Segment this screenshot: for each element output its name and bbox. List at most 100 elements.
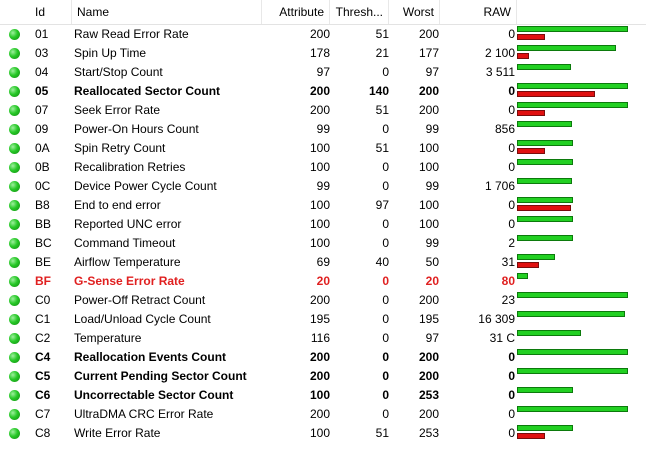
worst-value: 177 — [418, 46, 439, 60]
attribute-value: 200 — [309, 350, 330, 364]
threshold-value: 0 — [382, 65, 389, 79]
status-ok-icon — [9, 67, 20, 78]
attribute-name: End to end error — [74, 198, 161, 212]
table-row[interactable]: BC Command Timeout 100 0 99 2 — [0, 234, 646, 253]
attribute-id: BC — [35, 236, 52, 250]
attribute-level-bar — [517, 425, 573, 431]
threshold-value: 0 — [382, 122, 389, 136]
table-row[interactable]: BB Reported UNC error 100 0 100 0 — [0, 215, 646, 234]
attribute-value: 100 — [309, 388, 330, 402]
status-ok-icon — [9, 219, 20, 230]
threshold-level-bar — [517, 91, 595, 97]
status-ok-icon — [9, 48, 20, 59]
attribute-name: Device Power Cycle Count — [74, 179, 217, 193]
threshold-value: 140 — [368, 84, 389, 98]
attribute-value: 97 — [316, 65, 330, 79]
column-header-raw[interactable]: RAW — [440, 0, 517, 24]
table-row[interactable]: C8 Write Error Rate 100 51 253 0 — [0, 424, 646, 443]
attribute-name: Command Timeout — [74, 236, 176, 250]
table-row[interactable]: C2 Temperature 116 0 97 31 C — [0, 329, 646, 348]
table-row[interactable]: B8 End to end error 100 97 100 0 — [0, 196, 646, 215]
attribute-value: 200 — [309, 369, 330, 383]
status-ok-icon — [9, 371, 20, 382]
threshold-value: 51 — [375, 103, 389, 117]
threshold-value: 0 — [382, 293, 389, 307]
attribute-level-bar — [517, 26, 628, 32]
table-row[interactable]: BF G-Sense Error Rate 20 0 20 80 — [0, 272, 646, 291]
column-header-worst[interactable]: Worst — [389, 0, 440, 24]
raw-value: 3 511 — [485, 65, 515, 79]
status-ok-icon — [9, 352, 20, 363]
attribute-id: C1 — [35, 312, 51, 326]
table-row[interactable]: 09 Power-On Hours Count 99 0 99 856 — [0, 120, 646, 139]
threshold-value: 51 — [375, 426, 389, 440]
threshold-level-bar — [517, 110, 545, 116]
attribute-level-bar — [517, 292, 628, 298]
threshold-value: 0 — [382, 274, 389, 288]
threshold-value: 0 — [382, 369, 389, 383]
table-row[interactable]: C6 Uncorrectable Sector Count 100 0 253 0 — [0, 386, 646, 405]
table-row[interactable]: 07 Seek Error Rate 200 51 200 0 — [0, 101, 646, 120]
column-header-threshold[interactable]: Thresh... — [330, 0, 389, 24]
column-header-id[interactable]: Id — [30, 0, 72, 24]
worst-value: 100 — [418, 217, 439, 231]
attribute-name: Seek Error Rate — [74, 103, 161, 117]
worst-value: 99 — [425, 236, 439, 250]
status-ok-icon — [9, 428, 20, 439]
attribute-name: Spin Retry Count — [74, 141, 166, 155]
attribute-value: 178 — [309, 46, 330, 60]
attribute-level-bar — [517, 273, 528, 279]
worst-value: 200 — [418, 84, 439, 98]
table-row[interactable]: C1 Load/Unload Cycle Count 195 0 195 16 309 — [0, 310, 646, 329]
attribute-value: 99 — [316, 122, 330, 136]
table-row[interactable]: C7 UltraDMA CRC Error Rate 200 0 200 0 — [0, 405, 646, 424]
attribute-value: 200 — [309, 84, 330, 98]
attribute-level-bar — [517, 45, 616, 51]
attribute-name: UltraDMA CRC Error Rate — [74, 407, 214, 421]
status-ok-icon — [9, 181, 20, 192]
attribute-value: 69 — [316, 255, 330, 269]
attribute-name: Recalibration Retries — [74, 160, 186, 174]
table-row[interactable]: 04 Start/Stop Count 97 0 97 3 511 — [0, 63, 646, 82]
attribute-level-bar — [517, 102, 628, 108]
column-header-name[interactable]: Name — [72, 0, 262, 24]
attribute-level-bar — [517, 216, 573, 222]
table-row[interactable]: BE Airflow Temperature 69 40 50 31 — [0, 253, 646, 272]
table-row[interactable]: C4 Reallocation Events Count 200 0 200 0 — [0, 348, 646, 367]
attribute-value: 100 — [309, 236, 330, 250]
table-row[interactable]: 0A Spin Retry Count 100 51 100 0 — [0, 139, 646, 158]
attribute-id: 01 — [35, 27, 49, 41]
status-ok-icon — [9, 314, 20, 325]
attribute-id: BF — [35, 274, 51, 288]
raw-value: 0 — [508, 141, 515, 155]
attribute-id: 04 — [35, 65, 49, 79]
attribute-level-bar — [517, 197, 573, 203]
status-ok-icon — [9, 238, 20, 249]
table-row[interactable]: 05 Reallocated Sector Count 200 140 200 0 — [0, 82, 646, 101]
attribute-name: Power-Off Retract Count — [74, 293, 206, 307]
raw-value: 1 706 — [484, 179, 515, 193]
worst-value: 99 — [425, 179, 439, 193]
threshold-level-bar — [517, 148, 545, 154]
table-row[interactable]: 03 Spin Up Time 178 21 177 2 100 — [0, 44, 646, 63]
attribute-value: 20 — [316, 274, 330, 288]
raw-value: 0 — [508, 369, 515, 383]
attribute-value: 195 — [309, 312, 330, 326]
attribute-level-bar — [517, 387, 573, 393]
status-ok-icon — [9, 86, 20, 97]
table-row[interactable]: 0B Recalibration Retries 100 0 100 0 — [0, 158, 646, 177]
attribute-name: Reallocated Sector Count — [74, 84, 221, 98]
worst-value: 200 — [418, 407, 439, 421]
table-row[interactable]: C0 Power-Off Retract Count 200 0 200 23 — [0, 291, 646, 310]
attribute-name: G-Sense Error Rate — [74, 274, 185, 288]
attribute-value: 100 — [309, 160, 330, 174]
attribute-level-bar — [517, 159, 573, 165]
column-header-attribute[interactable]: Attribute — [262, 0, 330, 24]
table-row[interactable]: 0C Device Power Cycle Count 99 0 99 1 706 — [0, 177, 646, 196]
attribute-id: C4 — [35, 350, 51, 364]
raw-value: 0 — [508, 160, 515, 174]
attribute-name: Current Pending Sector Count — [74, 369, 247, 383]
table-row[interactable]: C5 Current Pending Sector Count 200 0 200 0 — [0, 367, 646, 386]
table-row[interactable]: 01 Raw Read Error Rate 200 51 200 0 — [0, 25, 646, 44]
attribute-id: 0A — [35, 141, 50, 155]
